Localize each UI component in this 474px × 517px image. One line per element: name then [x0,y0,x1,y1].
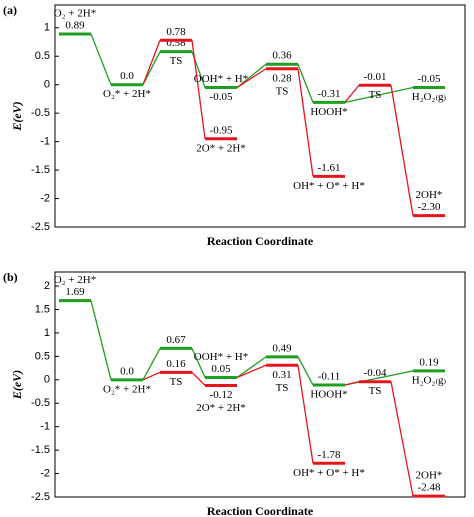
x-axis-label: Reaction Coordinate [207,234,314,248]
value-label: 0.89 [65,20,85,32]
value-label: -2.48 [418,482,441,494]
y-tick-label: -2.5 [31,221,50,233]
plot-frame [54,4,466,228]
plot-frame [54,271,466,498]
species-label: 2OH* [416,189,443,201]
species-label: TS [276,382,289,394]
value-label: 0.0 [120,365,134,377]
species-label: TS [369,385,382,397]
species-label: O₂* + 2H* [103,383,151,395]
connector [297,68,314,177]
value-label: -1.78 [318,449,341,461]
species-label: OOH* + H* [194,351,248,363]
connector [142,371,161,381]
connector [236,68,267,89]
value-label: 0.0 [120,70,134,82]
value-label: -0.01 [364,71,387,83]
y-tick-label: 0.5 [35,350,50,362]
y-tick-label: 1 [44,327,50,339]
y-tick-label: 2 [44,280,50,292]
connector [142,40,161,85]
species-label: TS [170,376,183,388]
y-tick-label: -2 [40,192,50,204]
value-label: 0.49 [272,342,292,354]
species-label: 2O* + 2H* [196,142,246,154]
value-label: -0.05 [210,91,233,103]
value-label: 0.28 [272,72,292,84]
species-label: O₂* + 2H* [103,88,151,100]
connector [142,348,161,381]
y-tick-label: 1.5 [35,303,50,315]
value-label: -0.95 [210,124,233,136]
y-tick-label: 0 [44,374,50,386]
species-label: HOOH* [310,389,347,401]
y-tick-label: -2.5 [31,491,50,503]
y-tick-label: -2 [40,467,50,479]
species-label: HOOH* [310,106,347,118]
connector [191,371,206,386]
value-label: 0.67 [166,334,186,346]
value-label: 0.36 [272,50,292,62]
species-label: OH* + O* + H* [293,180,365,192]
y-tick-label: 1 [44,22,50,34]
y-tick-label: -1.5 [31,164,50,176]
value-label: -0.12 [210,389,233,401]
connector [344,86,414,103]
value-label: 0.16 [166,358,186,370]
y-tick-label: 0 [44,79,50,91]
value-label: 0.05 [211,363,231,375]
connector [236,364,267,379]
x-axis-label: Reaction Coordinate [207,504,314,517]
species-label: 2O* + 2H* [196,402,246,414]
connector [297,356,314,386]
value-label: -0.05 [418,73,441,85]
y-axis-label: E(eV) [10,370,24,400]
species-label: OOH* + H* [194,73,248,85]
panel-title: (a) [3,3,17,17]
connector [390,381,414,497]
value-label: -2.30 [418,201,441,213]
y-tick-label: -0.5 [31,107,50,119]
species-label: H₂O₂₍g₎ [412,91,447,103]
connector [390,85,414,216]
y-tick-label: 0.5 [35,50,50,62]
value-label: -0.31 [318,88,341,100]
y-tick-label: -1 [40,421,50,433]
value-label: 0.78 [166,26,186,38]
species-label: TS [276,85,289,97]
y-axis-label: E(eV) [10,101,24,131]
species-label: 2OH* [416,470,443,482]
y-tick-label: -1.5 [31,444,50,456]
species-label: OH* + O* + H* [293,467,365,479]
value-label: -0.04 [364,367,387,379]
connector [344,381,360,386]
connector [142,51,161,85]
value-label: 0.19 [419,356,439,368]
species-label: O₂ + 2H* [54,274,96,286]
panel-title: (b) [3,270,18,284]
connector [191,40,206,139]
connector [236,356,267,378]
connector [297,63,314,103]
species-label: O₂ + 2H* [54,8,96,20]
value-label: 1.69 [65,286,85,298]
connector [297,365,314,464]
value-label: -0.11 [318,371,341,383]
y-tick-label: -1 [40,136,50,148]
species-label: H₂O₂₍g₎ [412,374,447,386]
connector [90,33,112,85]
species-label: TS [170,55,183,67]
y-tick-label: -0.5 [31,397,50,409]
connector [191,348,206,378]
species-label: TS [369,89,382,101]
connector [344,84,360,103]
value-label: 0.31 [272,369,291,381]
connector [90,300,112,380]
value-label: -1.61 [318,162,341,174]
